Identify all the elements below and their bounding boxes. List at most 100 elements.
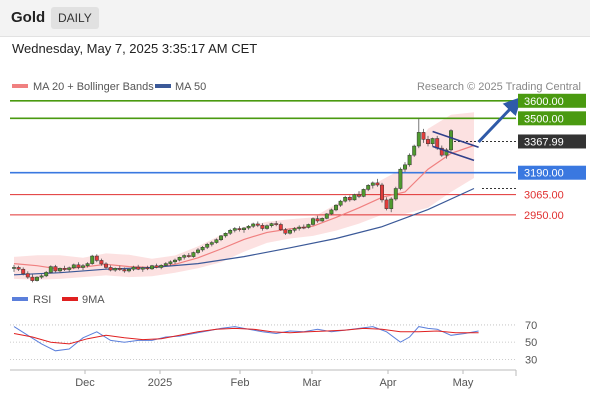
candle bbox=[444, 148, 449, 159]
candle-body bbox=[255, 223, 260, 226]
candle bbox=[214, 238, 219, 244]
candle bbox=[265, 224, 269, 230]
bollinger-bands bbox=[14, 112, 474, 280]
level-badge-3500.00 bbox=[518, 111, 586, 126]
candle bbox=[173, 258, 177, 264]
candle bbox=[35, 276, 39, 282]
candle-body bbox=[283, 229, 288, 234]
candle-body bbox=[228, 230, 233, 234]
top-bar: Gold DAILY bbox=[0, 0, 590, 37]
candle bbox=[219, 234, 223, 242]
candle-body bbox=[242, 227, 246, 230]
timeframe-button[interactable]: DAILY bbox=[51, 7, 99, 29]
candle-body bbox=[25, 273, 30, 278]
candle bbox=[430, 137, 435, 147]
candle bbox=[357, 191, 361, 199]
forecast-arrow bbox=[477, 96, 522, 144]
candle-body bbox=[191, 252, 196, 257]
candle-body bbox=[384, 199, 389, 209]
level-label-3190.00: 3190.00 bbox=[524, 168, 564, 180]
candle bbox=[182, 254, 187, 260]
candle-body bbox=[154, 265, 159, 268]
candle bbox=[16, 265, 21, 271]
candle bbox=[200, 246, 205, 252]
candle-body bbox=[39, 275, 44, 278]
candle-body bbox=[421, 132, 426, 140]
candle-body bbox=[163, 263, 168, 266]
candle bbox=[85, 262, 90, 268]
candle-body bbox=[71, 264, 76, 269]
candle-body bbox=[186, 255, 191, 257]
legend-9ma: 9MA bbox=[62, 294, 105, 306]
candle-body bbox=[380, 184, 384, 201]
candle-body bbox=[334, 204, 338, 211]
candle bbox=[338, 199, 343, 207]
candle-body bbox=[389, 198, 394, 209]
candle bbox=[449, 129, 453, 152]
candle bbox=[108, 265, 113, 272]
candle-body bbox=[292, 228, 297, 231]
candle-body bbox=[251, 223, 256, 227]
candle bbox=[90, 254, 95, 265]
candle bbox=[191, 251, 196, 258]
x-tick-label: Apr bbox=[379, 377, 396, 389]
candle bbox=[71, 263, 76, 270]
candle bbox=[274, 220, 279, 227]
rsi-line bbox=[13, 326, 479, 352]
candle-body bbox=[30, 276, 35, 281]
candle-body bbox=[426, 139, 430, 145]
last-price-badge bbox=[518, 134, 586, 149]
candle-body bbox=[288, 230, 292, 234]
candle bbox=[12, 264, 16, 272]
candle-body bbox=[48, 266, 53, 273]
ma50-line bbox=[13, 187, 475, 276]
candle-body bbox=[407, 154, 412, 166]
candle-body bbox=[44, 272, 49, 277]
candle-body bbox=[12, 267, 16, 269]
pattern-overlay bbox=[432, 96, 522, 162]
candle bbox=[48, 265, 53, 274]
candle-body bbox=[274, 223, 279, 225]
candle bbox=[145, 265, 150, 271]
x-tick-label: Mar bbox=[303, 377, 322, 389]
level-label-2950.00: 2950.00 bbox=[524, 210, 564, 222]
candle-body bbox=[219, 235, 223, 240]
candle-body bbox=[145, 267, 150, 270]
candle-body bbox=[343, 197, 348, 202]
candle bbox=[393, 186, 398, 201]
candle-body bbox=[76, 264, 81, 268]
candle bbox=[117, 265, 122, 271]
candle-body bbox=[260, 225, 265, 229]
legend-ma50: MA 50 bbox=[155, 81, 206, 93]
candle bbox=[320, 217, 325, 222]
chart-datetime: Wednesday, May 7, 2025 3:35:17 AM CET bbox=[12, 41, 258, 56]
candle bbox=[209, 241, 214, 247]
legend-ma50-label: MA 50 bbox=[175, 81, 206, 93]
candle-body bbox=[131, 266, 136, 270]
candle bbox=[412, 144, 417, 157]
candle-body bbox=[237, 228, 242, 230]
candle bbox=[407, 153, 412, 167]
candle-body bbox=[214, 239, 219, 243]
candle bbox=[439, 145, 444, 157]
candle-body bbox=[108, 267, 113, 271]
legend-ma20-label: MA 20 + Bollinger Bands bbox=[33, 81, 154, 93]
candle-body bbox=[21, 268, 26, 274]
candle bbox=[315, 215, 320, 223]
candle bbox=[352, 193, 357, 201]
candle bbox=[324, 213, 329, 220]
candle bbox=[159, 264, 164, 270]
candle bbox=[292, 227, 297, 233]
candle-body bbox=[297, 226, 302, 229]
legend-rsi-label: RSI bbox=[33, 294, 51, 306]
candle bbox=[398, 167, 403, 191]
candle-body bbox=[324, 213, 329, 219]
candle bbox=[232, 227, 237, 233]
candle bbox=[177, 256, 182, 262]
level-label-3600.00: 3600.00 bbox=[524, 96, 564, 108]
candle bbox=[389, 197, 394, 213]
candle bbox=[30, 274, 35, 283]
pattern-lower-line bbox=[432, 145, 475, 162]
candle-body bbox=[104, 263, 108, 268]
candle-body bbox=[265, 225, 269, 229]
